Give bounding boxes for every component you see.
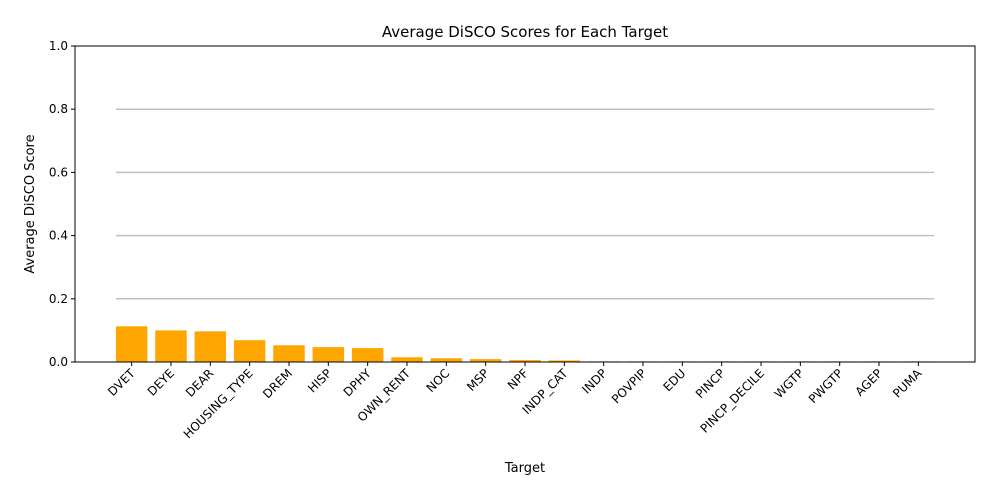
bar-hisp bbox=[312, 347, 345, 362]
chart-title: Average DiSCO Scores for Each Target bbox=[382, 23, 668, 41]
x-tick-label: INDP bbox=[579, 366, 609, 396]
x-tick-label: DREM bbox=[260, 366, 295, 401]
x-tick-label: DEAR bbox=[183, 366, 216, 399]
bar-msp bbox=[469, 359, 502, 362]
x-tick-label: PINCP bbox=[693, 366, 728, 401]
bar-dphy bbox=[351, 348, 384, 362]
x-tick-label: HOUSING_TYPE bbox=[181, 366, 256, 441]
bar-dvet bbox=[115, 326, 148, 362]
bars bbox=[115, 326, 935, 362]
y-tick-label: 0.4 bbox=[49, 229, 68, 243]
x-tick-label: DVET bbox=[105, 366, 138, 399]
x-tick-label: NPF bbox=[505, 366, 531, 392]
x-axis-label: Target bbox=[504, 461, 545, 476]
bar-drem bbox=[273, 345, 305, 362]
y-axis-ticks: 0.0 0.2 0.4 0.6 0.8 1.0 bbox=[49, 39, 75, 369]
y-tick-label: 0.6 bbox=[49, 165, 68, 179]
x-tick-label: NOC bbox=[424, 366, 453, 395]
y-tick-label: 0.2 bbox=[49, 292, 68, 306]
bar-housing-type bbox=[233, 340, 266, 362]
x-tick-label: DEYE bbox=[145, 366, 177, 398]
y-tick-label: 0.0 bbox=[49, 355, 68, 369]
x-tick-label: HISP bbox=[305, 366, 334, 395]
x-tick-label: DPHY bbox=[341, 366, 375, 400]
x-tick-label: PUMA bbox=[890, 366, 925, 401]
x-tick-label: PWGTP bbox=[806, 366, 846, 406]
bar-noc bbox=[430, 358, 463, 362]
bar-own-rent bbox=[391, 357, 423, 362]
plot-frame bbox=[74, 45, 976, 363]
y-axis-label: Average DiSCO Score bbox=[23, 134, 38, 273]
x-tick-label: WGTP bbox=[772, 366, 807, 401]
x-tick-label: POVPIP bbox=[609, 366, 649, 406]
y-tick-label: 1.0 bbox=[49, 39, 68, 53]
bar-deye bbox=[155, 330, 187, 362]
x-tick-label: AGEP bbox=[853, 366, 886, 399]
bar-dear bbox=[194, 331, 227, 362]
y-tick-label: 0.8 bbox=[49, 102, 68, 116]
x-tick-label: MSP bbox=[464, 366, 492, 394]
bar-npf bbox=[509, 360, 541, 362]
grid-lines bbox=[115, 108, 935, 300]
bar-indp-cat bbox=[548, 360, 581, 362]
x-tick-label: EDU bbox=[660, 366, 688, 394]
